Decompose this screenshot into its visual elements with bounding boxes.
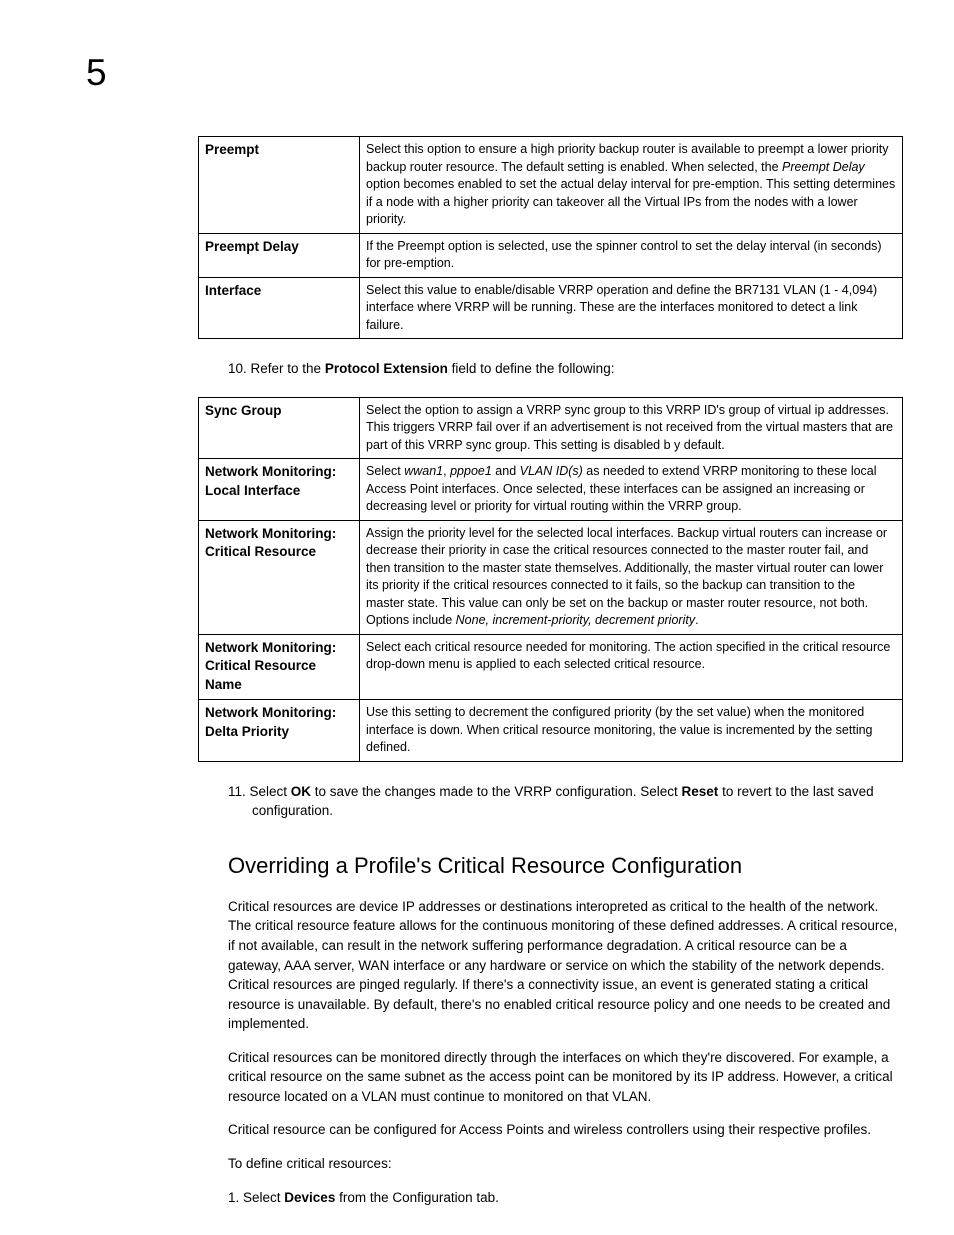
text-fragment: OK	[291, 784, 311, 799]
table-row: Network Monitoring: Critical Resource Na…	[199, 634, 903, 700]
table-cell-label: Network Monitoring: Local Interface	[199, 459, 360, 521]
text-fragment: and	[492, 464, 520, 478]
table-row: InterfaceSelect this value to enable/dis…	[199, 277, 903, 339]
table-cell-description: Select this option to ensure a high prio…	[360, 137, 903, 234]
table-row: Network Monitoring: Critical ResourceAss…	[199, 520, 903, 634]
table-vrrp-settings: PreemptSelect this option to ensure a hi…	[198, 136, 903, 339]
text-fragment: Reset	[682, 784, 719, 799]
text-fragment: to save the changes made to the VRRP con…	[311, 784, 681, 799]
table-row: Network Monitoring: Delta PriorityUse th…	[199, 700, 903, 762]
table-cell-description: If the Preempt option is selected, use t…	[360, 233, 903, 277]
text-fragment: Protocol Extension	[325, 361, 448, 376]
text-fragment: Select this value to enable/disable VRRP…	[366, 283, 877, 332]
text-fragment: 10. Refer to the	[228, 361, 325, 376]
text-fragment: from the Configuration tab.	[335, 1190, 499, 1205]
text-fragment: Select each critical resource needed for…	[366, 640, 890, 672]
table-row: Sync GroupSelect the option to assign a …	[199, 397, 903, 459]
text-fragment: field to define the following:	[448, 361, 615, 376]
table-row: Network Monitoring: Local InterfaceSelec…	[199, 459, 903, 521]
table-row: Preempt DelayIf the Preempt option is se…	[199, 233, 903, 277]
paragraph-3: Critical resource can be configured for …	[198, 1120, 903, 1140]
table-cell-description: Select wwan1, pppoe1 and VLAN ID(s) as n…	[360, 459, 903, 521]
paragraph-1: Critical resources are device IP address…	[198, 897, 903, 1034]
table-cell-label: Network Monitoring: Critical Resource Na…	[199, 634, 360, 700]
chapter-number: 5	[86, 52, 107, 94]
text-fragment: Devices	[284, 1190, 335, 1205]
paragraph-4: To define critical resources:	[198, 1154, 903, 1174]
step-11: 11. Select OK to save the changes made t…	[198, 782, 903, 821]
text-fragment: option becomes enabled to set the actual…	[366, 177, 895, 226]
text-fragment: 1. Select	[228, 1190, 284, 1205]
text-fragment: pppoe1	[450, 464, 492, 478]
table-cell-description: Select each critical resource needed for…	[360, 634, 903, 700]
text-fragment: wwan1	[404, 464, 443, 478]
section-heading: Overriding a Profile's Critical Resource…	[198, 853, 903, 879]
paragraph-2: Critical resources can be monitored dire…	[198, 1048, 903, 1107]
table-cell-description: Use this setting to decrement the config…	[360, 700, 903, 762]
page-content: PreemptSelect this option to ensure a hi…	[198, 136, 903, 1221]
table-protocol-extension: Sync GroupSelect the option to assign a …	[198, 397, 903, 762]
text-fragment: VLAN ID(s)	[520, 464, 583, 478]
table-cell-label: Network Monitoring: Delta Priority	[199, 700, 360, 762]
text-fragment: Select the option to assign a VRRP sync …	[366, 403, 893, 452]
table-cell-description: Assign the priority level for the select…	[360, 520, 903, 634]
text-fragment: Select	[366, 464, 404, 478]
text-fragment: If the Preempt option is selected, use t…	[366, 239, 882, 271]
text-fragment: Use this setting to decrement the config…	[366, 705, 873, 754]
table-cell-description: Select this value to enable/disable VRRP…	[360, 277, 903, 339]
table-row: PreemptSelect this option to ensure a hi…	[199, 137, 903, 234]
table-cell-label: Interface	[199, 277, 360, 339]
step-10: 10. Refer to the Protocol Extension fiel…	[198, 359, 903, 379]
text-fragment: None, increment-priority, decrement prio…	[456, 613, 695, 627]
table-cell-label: Network Monitoring: Critical Resource	[199, 520, 360, 634]
text-fragment: Preempt Delay	[782, 160, 865, 174]
table-cell-label: Sync Group	[199, 397, 360, 459]
text-fragment: 11. Select	[228, 784, 291, 799]
table-cell-label: Preempt	[199, 137, 360, 234]
text-fragment: Assign the priority level for the select…	[366, 526, 887, 628]
step-1: 1. Select Devices from the Configuration…	[198, 1188, 903, 1208]
table-cell-label: Preempt Delay	[199, 233, 360, 277]
text-fragment: .	[695, 613, 698, 627]
table-cell-description: Select the option to assign a VRRP sync …	[360, 397, 903, 459]
